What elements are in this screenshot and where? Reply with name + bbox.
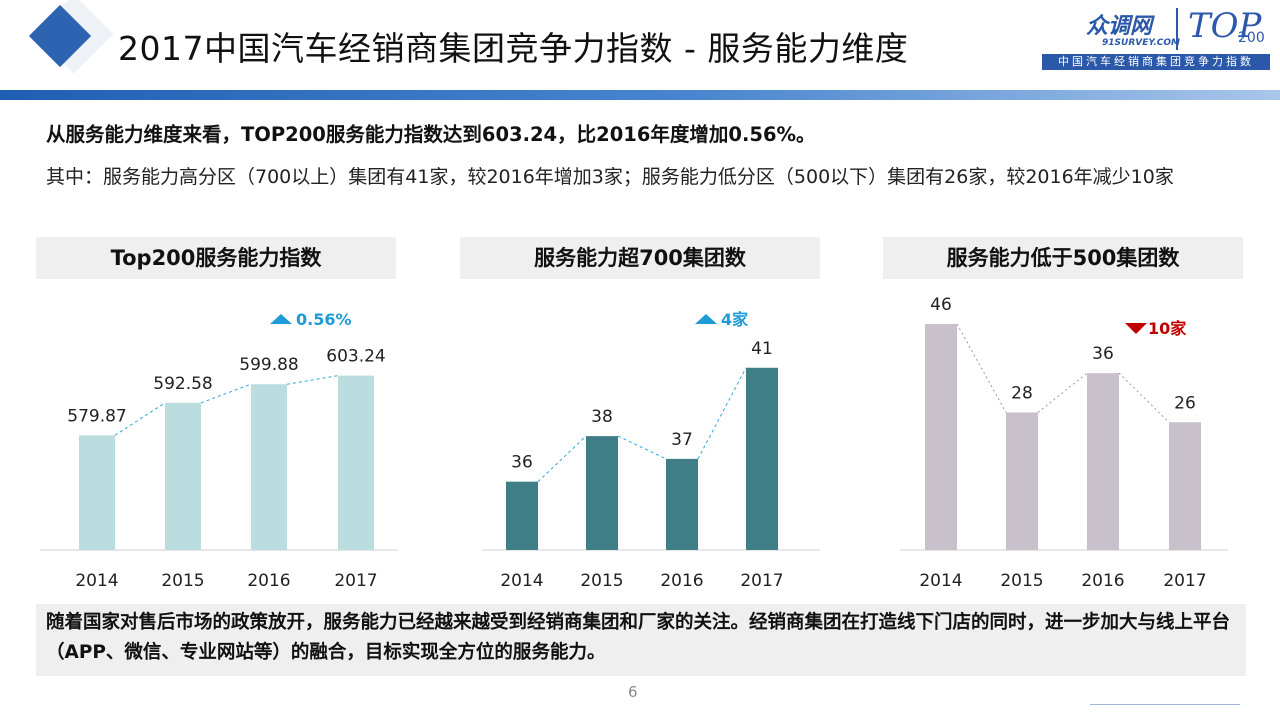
chart1-bar [79,435,115,550]
chart1-title: Top200服务能力指数 [36,237,396,279]
chart2-up-arrow-icon [695,314,717,324]
chart2-title: 服务能力超700集团数 [460,237,820,279]
chart3-data-label: 36 [1092,344,1114,364]
chart1-tick-label: 2017 [334,571,377,591]
chart1-tick-label: 2016 [247,571,290,591]
chart1-up-arrow-icon [270,314,292,324]
logo-top: TOP [1188,6,1262,46]
chart3-data-label: 28 [1011,383,1033,403]
chart3-data-label: 26 [1174,393,1196,413]
charts-area: 579.87 2014 592.58 2015 599.88 2016 603.24 2017… [40,295,1228,591]
chart2-tick-label: 2017 [740,571,783,591]
chart3-trend-line [1037,372,1088,413]
chart1-trend-line [286,375,339,385]
chart2-bar [666,458,698,550]
bottom-rule [1090,704,1240,705]
chart3-tick-label: 2017 [1163,571,1206,591]
chart1-tick-label: 2015 [161,571,204,591]
chart2-tick-label: 2015 [580,571,623,591]
chart2-data-label: 41 [751,339,773,359]
detail-text: 其中：服务能力高分区（700以上）集团有41家，较2016年增加3家；服务能力低… [46,166,1174,188]
chart3-tick-label: 2016 [1081,571,1124,591]
chart2-trend-line [617,435,667,460]
page-number: 6 [628,683,638,701]
chart1-data-label: 579.87 [67,406,126,426]
chart1-bar [251,384,287,550]
logo-200: 200 [1238,30,1265,46]
logo-brand: 众调网 [1086,14,1153,39]
page-title: 2017中国汽车经销商集团竞争力指数 - 服务能力维度 [118,29,909,68]
chart2-bar [586,436,618,550]
chart3-data-label: 46 [930,295,952,315]
chart1-bar [338,375,374,550]
chart1-trend-line [114,402,166,436]
chart2-tick-label: 2014 [500,571,543,591]
chart3-change-label: 10家 [1148,319,1187,338]
chart2-change-label: 4家 [721,310,749,329]
logo-banner: 中国汽车经销商集团竞争力指数 [1042,54,1270,70]
chart3-down-arrow-icon [1125,323,1147,334]
chart3-tick-label: 2015 [1000,571,1043,591]
chart3-trend-line [1118,372,1170,423]
chart1-data-label: 599.88 [239,355,298,375]
conclusion-text: 随着国家对售后市场的政策放开，服务能力已经越来越受到经销商集团和厂家的关注。经销… [46,612,1231,663]
conclusion-box [36,604,1246,676]
chart1-data-label: 592.58 [153,374,212,394]
chart3-bar [1169,422,1201,550]
chart1-tick-label: 2014 [75,571,118,591]
chart2-data-label: 37 [671,430,693,450]
chart3-bar [925,324,957,550]
chart3-tick-label: 2014 [919,571,962,591]
chart2-data-label: 38 [591,407,613,427]
chart2-bar [506,481,538,550]
chart3-bar [1087,373,1119,550]
logo-divider [1176,8,1178,50]
chart2-trend-line [697,367,747,460]
chart3-title: 服务能力低于500集团数 [883,237,1243,279]
chart1-data-label: 603.24 [326,347,385,367]
chart2-trend-line [537,435,587,483]
chart3-bar [1006,412,1038,550]
logo-site: 91SURVEY.COM [1102,38,1181,48]
chart2-tick-label: 2016 [660,571,703,591]
chart3-trend-line [956,323,1007,413]
chart2-bar [746,367,778,550]
chart1-change-label: 0.56% [296,310,352,329]
chart2-data-label: 36 [511,453,533,473]
chart1-trend-line [200,383,252,404]
chart1-bar [165,402,201,550]
summary-text: 从服务能力维度来看，TOP200服务能力指数达到603.24，比2016年度增加… [46,123,816,146]
header-bar [0,90,1280,100]
